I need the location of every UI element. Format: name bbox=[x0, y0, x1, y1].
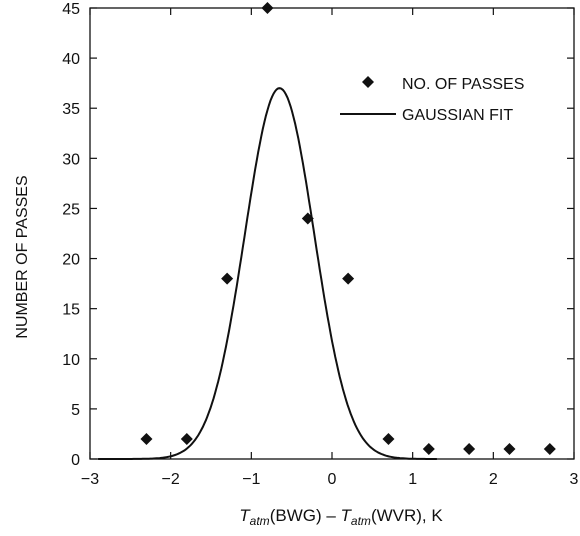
y-tick-label: 40 bbox=[62, 51, 80, 68]
legend-diamond-marker bbox=[362, 76, 374, 88]
y-tick-label: 35 bbox=[62, 101, 80, 118]
x-tick-label: 2 bbox=[489, 471, 498, 488]
data-point-diamond bbox=[221, 272, 234, 285]
x-tick-label: −2 bbox=[162, 471, 180, 488]
data-point-diamond bbox=[382, 432, 395, 445]
data-point-diamond bbox=[503, 442, 516, 455]
x-label-mid: (BWG) – bbox=[270, 506, 341, 525]
legend-entry-gaussian: GAUSSIAN FIT bbox=[402, 107, 513, 124]
legend-entry-passes: NO. OF PASSES bbox=[402, 76, 524, 93]
data-point-diamond bbox=[543, 442, 556, 455]
y-tick-label: 30 bbox=[62, 151, 80, 168]
x-label-right: (WVR), K bbox=[371, 506, 443, 525]
data-point-diamond bbox=[342, 272, 355, 285]
x-label-sub2: atm bbox=[351, 514, 371, 528]
x-tick-label: 1 bbox=[408, 471, 417, 488]
y-tick-label: 0 bbox=[71, 452, 80, 469]
y-tick-label: 45 bbox=[62, 1, 80, 18]
legend: NO. OF PASSES GAUSSIAN FIT bbox=[340, 76, 524, 124]
y-tick-label: 10 bbox=[62, 352, 80, 369]
x-tick-label: −3 bbox=[81, 471, 99, 488]
x-axis-label: Tatm(BWG) – Tatm(WVR), K bbox=[239, 506, 443, 528]
data-point-diamond bbox=[140, 432, 153, 445]
data-point-diamond bbox=[422, 442, 435, 455]
y-tick-label: 20 bbox=[62, 252, 80, 269]
x-label-t1: T bbox=[239, 506, 251, 525]
y-tick-label: 15 bbox=[62, 302, 80, 319]
y-tick-label: 25 bbox=[62, 201, 80, 218]
data-point-diamond bbox=[180, 432, 193, 445]
x-tick-label: 3 bbox=[570, 471, 579, 488]
gaussian-fit-line bbox=[98, 87, 437, 460]
y-tick-label: 5 bbox=[71, 402, 80, 419]
data-point-diamond bbox=[463, 442, 476, 455]
data-point-diamond bbox=[301, 212, 314, 225]
y-axis-label: NUMBER OF PASSES bbox=[14, 175, 31, 338]
x-tick-label: −1 bbox=[242, 471, 260, 488]
plot-marks bbox=[98, 2, 556, 460]
x-tick-label: 0 bbox=[328, 471, 337, 488]
x-label-sub1: atm bbox=[250, 514, 270, 528]
x-label-t2: T bbox=[341, 506, 353, 525]
